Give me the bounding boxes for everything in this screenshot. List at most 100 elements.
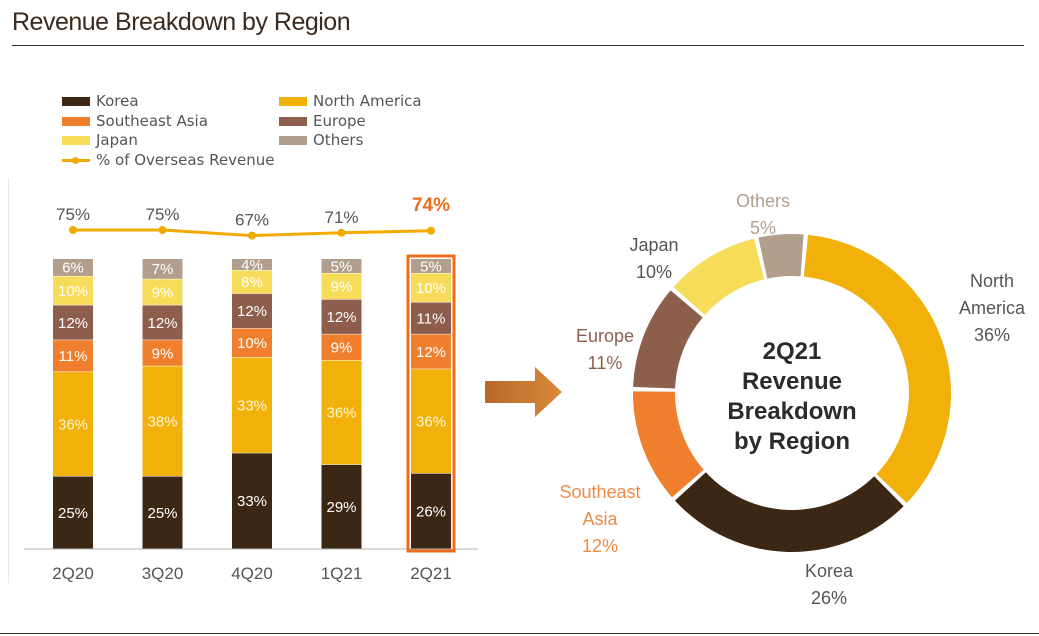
legend-line-swatch (62, 156, 90, 165)
bar-others-3q20 (142, 259, 183, 279)
bar-korea-1q21 (321, 464, 362, 549)
legend-label-north-america: North America (313, 92, 422, 110)
donut-center-text: by Region (734, 428, 850, 455)
legend-label-europe: Europe (313, 112, 366, 130)
bar-label-japan-1q21: 9% (331, 279, 353, 296)
x-tick-label-2q20: 2Q20 (52, 564, 94, 583)
legend-item-japan: Japan (62, 131, 138, 149)
legend-label-southeast-asia: Southeast Asia (96, 112, 208, 130)
bar-label-japan-3q20: 9% (152, 284, 174, 301)
legend-label-others: Others (313, 131, 364, 149)
x-tick-label-1q21: 1Q21 (321, 564, 363, 583)
overseas-label-3q20: 75% (145, 205, 179, 224)
bar-japan-2q20 (53, 276, 93, 305)
bar-others-1q21 (321, 259, 362, 273)
legend-swatch-korea (62, 96, 90, 106)
donut-slice-north-america (803, 234, 951, 504)
legend-item-southeast-asia: Southeast Asia (62, 112, 208, 130)
bar-label-north-america-4q20: 33% (237, 397, 267, 414)
donut-label-japan: Japan (629, 235, 678, 255)
donut-label-southeast-asia: Southeast (559, 482, 640, 502)
overseas-point-2q20 (69, 226, 77, 234)
bar-label-korea-3q20: 25% (147, 505, 177, 522)
donut-center-text: Breakdown (727, 398, 856, 425)
bar-label-japan-2q20: 10% (58, 283, 88, 300)
bar-southeast-asia-4q20 (232, 328, 272, 358)
bar-others-2q21 (411, 259, 451, 273)
bar-japan-1q21 (321, 273, 362, 300)
title-divider (12, 45, 1024, 46)
page-title: Revenue Breakdown by Region (12, 8, 351, 36)
bar-label-korea-2q20: 25% (58, 505, 88, 522)
donut-slice-europe (633, 290, 703, 389)
bar-korea-2q21 (411, 473, 451, 549)
bar-label-japan-4q20: 8% (241, 274, 263, 291)
donut-slice-southeast-asia (633, 391, 704, 498)
bar-label-southeast-asia-2q20: 11% (59, 348, 88, 365)
legend-label-japan: Japan (96, 131, 138, 149)
overseas-label-4q20: 67% (235, 211, 269, 230)
donut-label-others: Others (736, 191, 790, 211)
bar-label-north-america-3q20: 38% (147, 413, 177, 430)
bar-europe-2q20 (53, 305, 93, 340)
bottom-divider (0, 633, 1039, 634)
bar-label-north-america-2q20: 36% (58, 416, 88, 433)
donut-value-north-america: 36% (974, 325, 1010, 345)
x-tick-label-2q21: 2Q21 (410, 564, 452, 583)
donut-value-others: 5% (750, 218, 776, 238)
donut-value-europe: 11% (588, 353, 623, 373)
bar-label-southeast-asia-3q20: 9% (152, 345, 174, 362)
legend-swatch-japan (62, 135, 90, 145)
bar-korea-3q20 (142, 476, 183, 549)
donut-slice-others (758, 233, 804, 279)
legend-swatch-europe (279, 116, 307, 126)
donut-label-korea: Korea (805, 561, 854, 581)
bar-label-europe-3q20: 12% (147, 315, 177, 332)
bar-label-korea-2q21: 26% (416, 503, 446, 520)
bar-north-america-2q21 (411, 369, 451, 474)
bar-europe-2q21 (411, 302, 451, 334)
bar-label-europe-4q20: 12% (237, 303, 267, 320)
donut-label-north-america: North (970, 271, 1014, 291)
arrow-right-icon (485, 367, 562, 417)
donut-value-japan: 10% (636, 262, 672, 282)
bar-others-4q20 (232, 259, 272, 271)
overseas-label-2q21: 74% (412, 195, 450, 216)
overseas-point-4q20 (248, 231, 256, 240)
bar-europe-4q20 (232, 293, 272, 329)
bar-north-america-4q20 (232, 357, 272, 453)
bar-label-europe-2q20: 12% (58, 315, 88, 332)
legend-item-others: Others (279, 131, 363, 149)
bar-label-others-2q20: 6% (62, 260, 84, 277)
donut-label-southeast-asia: Asia (582, 509, 618, 529)
bar-southeast-asia-1q21 (321, 334, 362, 360)
bar-label-others-1q21: 5% (331, 258, 353, 275)
bar-north-america-3q20 (142, 366, 183, 476)
highlight-frame-2q21 (406, 254, 456, 553)
bar-japan-2q21 (411, 273, 451, 302)
bar-label-korea-4q20: 33% (237, 493, 267, 510)
bar-label-others-2q21: 5% (420, 258, 442, 275)
legend-item-overseas-revenue: % of Overseas Revenue (62, 151, 274, 169)
overseas-point-2q21 (427, 226, 435, 235)
donut-value-korea: 26% (811, 588, 847, 608)
donut-label-europe: Europe (576, 326, 634, 346)
bar-label-southeast-asia-1q21: 9% (331, 339, 353, 356)
donut-slice-korea (674, 472, 904, 552)
legend-item-europe: Europe (279, 112, 366, 130)
bar-southeast-asia-2q20 (53, 340, 93, 372)
chart-frame-line (8, 178, 9, 583)
bar-korea-4q20 (232, 453, 272, 549)
bar-europe-1q21 (321, 299, 362, 334)
bar-label-southeast-asia-4q20: 10% (237, 335, 267, 352)
bar-southeast-asia-3q20 (142, 340, 183, 366)
bar-label-north-america-2q21: 36% (416, 413, 446, 430)
donut-slice-japan (673, 238, 765, 316)
bar-japan-4q20 (232, 270, 272, 294)
bar-label-north-america-1q21: 36% (326, 405, 356, 422)
legend-swatch-southeast-asia (62, 116, 90, 126)
legend-swatch-north-america (279, 96, 307, 106)
x-tick-label-4q20: 4Q20 (231, 564, 273, 583)
donut-value-southeast-asia: 12% (582, 536, 618, 556)
donut-center-text: 2Q21 (763, 338, 822, 365)
